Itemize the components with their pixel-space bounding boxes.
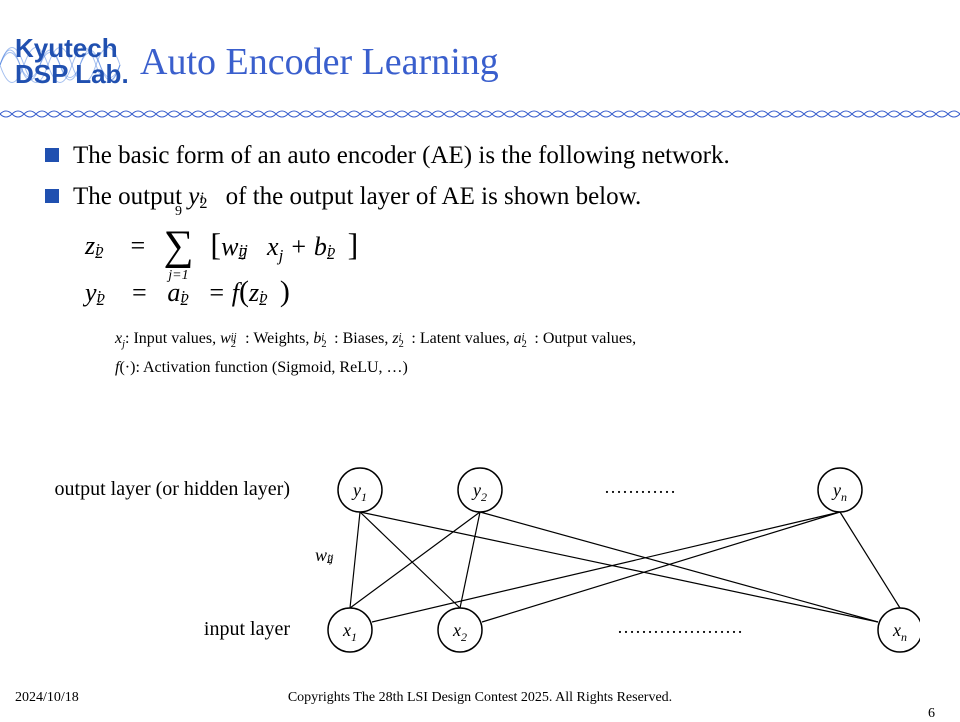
sum-upper: 9 [175, 204, 182, 220]
weight-label: wij2 [315, 545, 345, 566]
equation-z: zi2 = ∑9j=1 [wij2xj + bi2] [85, 221, 915, 271]
input-layer-label: input layer [40, 618, 290, 641]
logo-text-1: Kyutech [15, 35, 129, 61]
sum-lower: j=1 [168, 268, 188, 284]
equation-block: zi2 = ∑9j=1 [wij2xj + bi2] yi2 = ai2 = f… [85, 221, 915, 309]
slide-footer: 2024/10/18 Copyrights The 28th LSI Desig… [0, 690, 960, 706]
network-diagram: output layer (or hidden layer) input lay… [40, 460, 920, 670]
slide-title: Auto Encoder Learning [140, 40, 499, 84]
bullet-1-text: The basic form of an auto encoder (AE) i… [73, 140, 730, 173]
bullet-2-text: The output yi2 of the output layer of AE… [73, 181, 641, 214]
output-layer-label: output layer (or hidden layer) [40, 478, 290, 501]
sum-symbol-icon: ∑9j=1 [163, 222, 193, 270]
bullet-square-icon [45, 148, 59, 162]
footer-copyright: Copyrights The 28th LSI Design Contest 2… [0, 690, 960, 706]
bullet-1: The basic form of an auto encoder (AE) i… [45, 140, 915, 173]
divider-wave-icon [0, 108, 960, 120]
equation-y: yi2 = ai2 = f(zi2) [85, 275, 915, 309]
output-dots: ………… [604, 477, 676, 497]
bullet-square-icon [45, 189, 59, 203]
slide-content: The basic form of an auto encoder (AE) i… [45, 140, 915, 381]
bullet-2-post: of the output layer of AE is shown below… [219, 183, 641, 210]
var-def-line-1: xj: Input values, wij2: Weights, bi2: Bi… [115, 325, 915, 354]
var-def-line-2: f(·): Activation function (Sigmoid, ReLU… [115, 354, 915, 381]
logo-text-2: DSP Lab. [15, 61, 129, 87]
variable-definitions: xj: Input values, wij2: Weights, bi2: Bi… [115, 325, 915, 381]
input-dots: ………………… [617, 617, 743, 637]
bullet-2-pre: The output [73, 183, 188, 210]
footer-date: 2024/10/18 [15, 690, 79, 706]
slide-header: Kyutech DSP Lab. Auto Encoder Learning [0, 0, 960, 120]
lab-logo: Kyutech DSP Lab. [15, 35, 129, 87]
